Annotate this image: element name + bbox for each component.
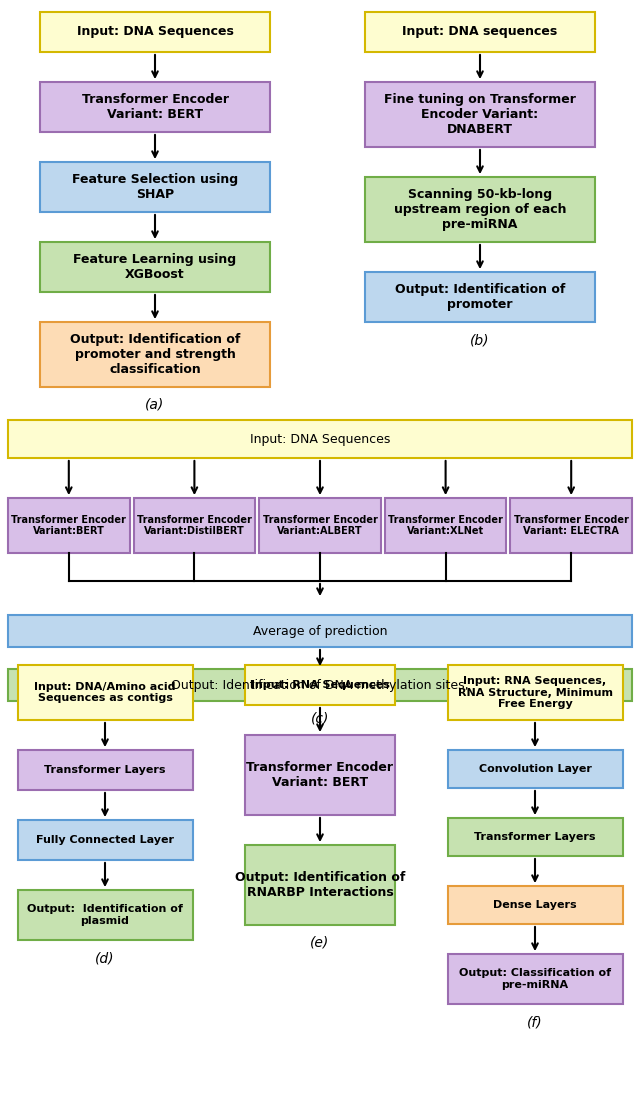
Text: Fine tuning on Transformer
Encoder Variant:
DNABERT: Fine tuning on Transformer Encoder Varia… [384, 93, 576, 136]
Text: Transformer Layers: Transformer Layers [44, 765, 166, 775]
Text: Input: DNA sequences: Input: DNA sequences [403, 26, 557, 39]
Text: Transformer Encoder
Variant:DistilBERT: Transformer Encoder Variant:DistilBERT [137, 515, 252, 537]
Text: Output: Identification of
promoter and strength
classification: Output: Identification of promoter and s… [70, 333, 240, 376]
FancyBboxPatch shape [511, 498, 632, 553]
Text: Input: RNA Sequences: Input: RNA Sequences [251, 680, 389, 690]
Text: Output:  Identification of
plasmid: Output: Identification of plasmid [27, 904, 183, 926]
Text: Dense Layers: Dense Layers [493, 901, 577, 910]
Text: (b): (b) [470, 333, 490, 347]
Text: Input: DNA/Amino acid
Sequences as contigs: Input: DNA/Amino acid Sequences as conti… [35, 682, 176, 703]
FancyBboxPatch shape [365, 272, 595, 322]
FancyBboxPatch shape [447, 886, 623, 924]
Text: Fully Connected Layer: Fully Connected Layer [36, 835, 174, 845]
Text: Feature Selection using
SHAP: Feature Selection using SHAP [72, 173, 238, 201]
FancyBboxPatch shape [17, 750, 193, 790]
FancyBboxPatch shape [365, 82, 595, 147]
FancyBboxPatch shape [17, 665, 193, 720]
Text: Transformer Encoder
Variant:XLNet: Transformer Encoder Variant:XLNet [388, 515, 503, 537]
Text: (c): (c) [311, 712, 329, 726]
Text: Transformer Encoder
Variant:BERT: Transformer Encoder Variant:BERT [12, 515, 126, 537]
FancyBboxPatch shape [365, 12, 595, 52]
FancyBboxPatch shape [385, 498, 506, 553]
Text: Transformer Encoder
Variant:ALBERT: Transformer Encoder Variant:ALBERT [262, 515, 378, 537]
Text: Output: Identification of
RNARBP Interactions: Output: Identification of RNARBP Interac… [235, 871, 405, 899]
Text: Scanning 50-kb-long
upstream region of each
pre-miRNA: Scanning 50-kb-long upstream region of e… [394, 189, 566, 231]
FancyBboxPatch shape [17, 820, 193, 859]
Text: Output: Classification of
pre-miRNA: Output: Classification of pre-miRNA [459, 968, 611, 990]
Text: Feature Learning using
XGBoost: Feature Learning using XGBoost [74, 253, 237, 281]
FancyBboxPatch shape [447, 665, 623, 720]
FancyBboxPatch shape [40, 242, 270, 292]
Text: Input: DNA Sequences: Input: DNA Sequences [77, 26, 234, 39]
FancyBboxPatch shape [447, 818, 623, 856]
FancyBboxPatch shape [245, 845, 395, 925]
Text: Transformer Encoder
Variant: BERT: Transformer Encoder Variant: BERT [246, 761, 394, 788]
FancyBboxPatch shape [245, 735, 395, 815]
FancyBboxPatch shape [40, 82, 270, 132]
FancyBboxPatch shape [8, 498, 129, 553]
FancyBboxPatch shape [17, 891, 193, 940]
Text: Output: Identification of DNA methylation sites,: Output: Identification of DNA methylatio… [171, 679, 469, 692]
Text: (a): (a) [145, 398, 164, 413]
Text: (e): (e) [310, 936, 330, 950]
Text: Average of prediction: Average of prediction [253, 624, 387, 638]
FancyBboxPatch shape [40, 162, 270, 212]
FancyBboxPatch shape [8, 615, 632, 647]
Text: Input: DNA Sequences: Input: DNA Sequences [250, 433, 390, 446]
FancyBboxPatch shape [8, 420, 632, 458]
FancyBboxPatch shape [8, 669, 632, 701]
FancyBboxPatch shape [447, 750, 623, 788]
Text: Output: Identification of
promoter: Output: Identification of promoter [395, 283, 565, 311]
Text: Transformer Encoder
Variant: BERT: Transformer Encoder Variant: BERT [81, 93, 228, 121]
Text: (d): (d) [95, 952, 115, 965]
Text: Input: RNA Sequences,
RNA Structure, Minimum
Free Energy: Input: RNA Sequences, RNA Structure, Min… [458, 675, 612, 709]
Text: Transformer Layers: Transformer Layers [474, 832, 596, 842]
FancyBboxPatch shape [40, 322, 270, 387]
FancyBboxPatch shape [259, 498, 381, 553]
FancyBboxPatch shape [40, 12, 270, 52]
FancyBboxPatch shape [447, 954, 623, 1004]
FancyBboxPatch shape [245, 665, 395, 705]
Text: Transformer Encoder
Variant: ELECTRA: Transformer Encoder Variant: ELECTRA [514, 515, 628, 537]
FancyBboxPatch shape [365, 177, 595, 242]
Text: Convolution Layer: Convolution Layer [479, 764, 591, 774]
Text: (f): (f) [527, 1015, 543, 1029]
FancyBboxPatch shape [134, 498, 255, 553]
